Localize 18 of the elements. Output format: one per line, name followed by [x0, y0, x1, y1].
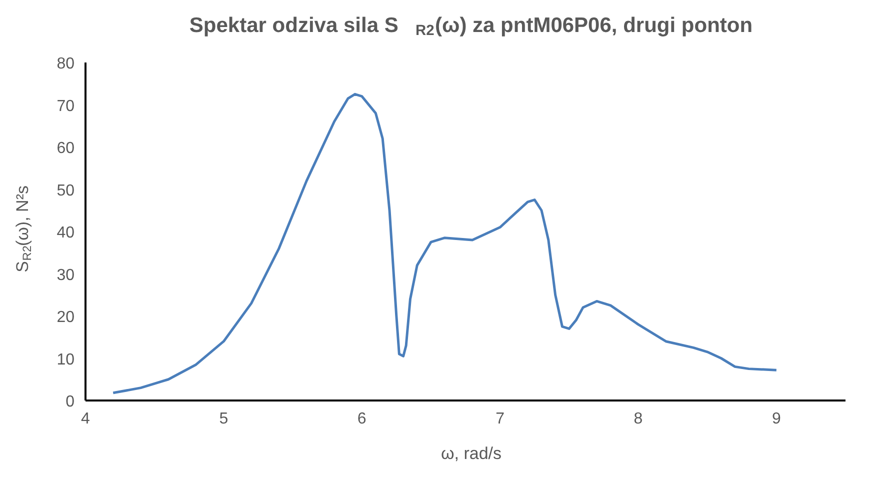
x-tick-label: 9: [772, 410, 781, 428]
x-tick-label: 7: [496, 410, 505, 428]
x-tick-label: 6: [357, 410, 366, 428]
y-axis-title: SR2(ω), N²s: [13, 186, 34, 272]
y-tick-label: 10: [56, 351, 75, 368]
y-tick-label: 60: [56, 140, 75, 157]
x-axis-title: ω, rad/s: [440, 444, 502, 463]
y-tick-label: 0: [66, 394, 75, 410]
y-tick-label: 70: [56, 98, 75, 115]
y-tick-label: 80: [56, 56, 75, 72]
y-tick-label: 30: [56, 266, 75, 284]
line-series: [112, 92, 778, 394]
y-tick-label: 20: [56, 309, 75, 326]
x-tick-label: 8: [634, 410, 643, 428]
y-tick-label: 50: [56, 182, 75, 200]
y-tick-label: 40: [56, 224, 75, 242]
x-tick-label: 4: [81, 410, 90, 428]
x-tick-label: 5: [219, 410, 228, 428]
